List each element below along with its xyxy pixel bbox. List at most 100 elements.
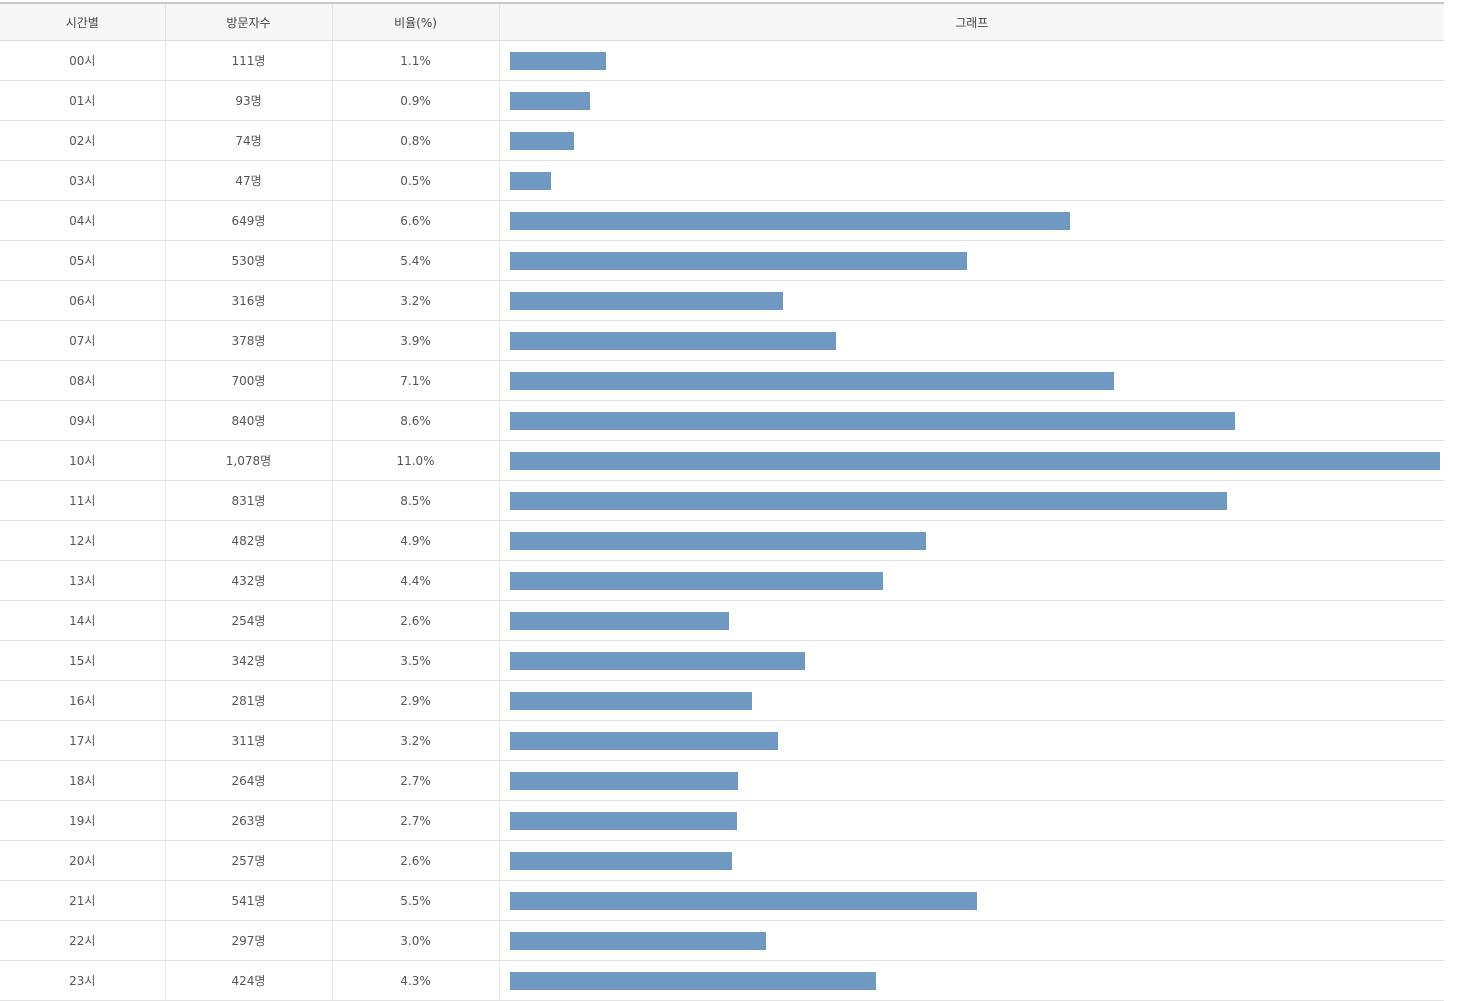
time-cell: 03시 <box>0 160 166 201</box>
visitor-bar <box>509 851 732 870</box>
visitor-bar <box>509 971 876 990</box>
visitor-count-cell: 264명 <box>165 760 333 801</box>
ratio-cell: 8.6% <box>332 400 500 441</box>
table-row: 06시 316명 3.2% <box>0 280 1444 321</box>
ratio-cell: 4.3% <box>332 960 500 1001</box>
visitor-bar <box>509 491 1227 510</box>
table-row: 13시 432명 4.4% <box>0 560 1444 601</box>
graph-cell <box>499 760 1444 801</box>
time-cell: 04시 <box>0 200 166 241</box>
graph-cell <box>499 520 1444 561</box>
header-ratio: 비율(%) <box>332 3 500 41</box>
visitor-count-cell: 311명 <box>165 720 333 761</box>
visitor-count-cell: 254명 <box>165 600 333 641</box>
table-row: 23시 424명 4.3% <box>0 960 1444 1001</box>
time-cell: 12시 <box>0 520 166 561</box>
visitor-count-cell: 1,078명 <box>165 440 333 481</box>
visitor-bar <box>509 611 729 630</box>
time-cell: 08시 <box>0 360 166 401</box>
graph-cell <box>499 880 1444 921</box>
visitor-count-cell: 297명 <box>165 920 333 961</box>
time-cell: 00시 <box>0 40 166 81</box>
ratio-cell: 3.2% <box>332 720 500 761</box>
visitor-count-cell: 482명 <box>165 520 333 561</box>
table-body: 00시 111명 1.1% 01시 93명 0.9% 02시 74명 0.8% 03시 47명 0.5… <box>0 40 1444 1001</box>
visitor-bar <box>509 291 783 310</box>
table-row: 03시 47명 0.5% <box>0 160 1444 201</box>
graph-cell <box>499 440 1444 481</box>
time-cell: 02시 <box>0 120 166 161</box>
graph-cell <box>499 240 1444 281</box>
graph-cell <box>499 320 1444 361</box>
table-row: 08시 700명 7.1% <box>0 360 1444 401</box>
ratio-cell: 0.5% <box>332 160 500 201</box>
visitor-count-cell: 530명 <box>165 240 333 281</box>
visitor-count-cell: 649명 <box>165 200 333 241</box>
table-row: 02시 74명 0.8% <box>0 120 1444 161</box>
table-row: 15시 342명 3.5% <box>0 640 1444 681</box>
table-row: 18시 264명 2.7% <box>0 760 1444 801</box>
visitor-count-cell: 93명 <box>165 80 333 121</box>
ratio-cell: 3.0% <box>332 920 500 961</box>
ratio-cell: 3.5% <box>332 640 500 681</box>
graph-cell <box>499 960 1444 1001</box>
ratio-cell: 4.9% <box>332 520 500 561</box>
visitor-bar <box>509 731 778 750</box>
graph-cell <box>499 680 1444 721</box>
ratio-cell: 11.0% <box>332 440 500 481</box>
table-header-row: 시간별 방문자수 비율(%) 그래프 <box>0 3 1444 41</box>
visitor-count-cell: 831명 <box>165 480 333 521</box>
ratio-cell: 2.9% <box>332 680 500 721</box>
table-row: 07시 378명 3.9% <box>0 320 1444 361</box>
visitor-bar <box>509 771 738 790</box>
table-row: 14시 254명 2.6% <box>0 600 1444 641</box>
time-cell: 09시 <box>0 400 166 441</box>
graph-cell <box>499 840 1444 881</box>
visitor-bar <box>509 131 574 150</box>
table-row: 01시 93명 0.9% <box>0 80 1444 121</box>
graph-cell <box>499 720 1444 761</box>
visitor-bar <box>509 571 883 590</box>
table-row: 00시 111명 1.1% <box>0 40 1444 81</box>
time-cell: 05시 <box>0 240 166 281</box>
visitor-bar <box>509 931 766 950</box>
visitor-count-cell: 47명 <box>165 160 333 201</box>
time-cell: 15시 <box>0 640 166 681</box>
time-cell: 19시 <box>0 800 166 841</box>
ratio-cell: 2.7% <box>332 760 500 801</box>
visitor-bar <box>509 331 836 350</box>
visitor-count-cell: 342명 <box>165 640 333 681</box>
visitor-count-cell: 257명 <box>165 840 333 881</box>
header-time: 시간별 <box>0 3 166 41</box>
time-cell: 06시 <box>0 280 166 321</box>
visitor-bar <box>509 891 977 910</box>
visitor-count-cell: 74명 <box>165 120 333 161</box>
ratio-cell: 2.6% <box>332 600 500 641</box>
visitor-bar <box>509 451 1440 470</box>
time-cell: 01시 <box>0 80 166 121</box>
visitor-bar <box>509 371 1114 390</box>
visitor-count-cell: 541명 <box>165 880 333 921</box>
graph-cell <box>499 200 1444 241</box>
table-row: 09시 840명 8.6% <box>0 400 1444 441</box>
ratio-cell: 3.9% <box>332 320 500 361</box>
visitor-bar <box>509 691 752 710</box>
ratio-cell: 6.6% <box>332 200 500 241</box>
visitor-bar <box>509 531 926 550</box>
graph-cell <box>499 80 1444 121</box>
graph-cell <box>499 280 1444 321</box>
ratio-cell: 0.9% <box>332 80 500 121</box>
table-row: 05시 530명 5.4% <box>0 240 1444 281</box>
ratio-cell: 3.2% <box>332 280 500 321</box>
time-cell: 22시 <box>0 920 166 961</box>
table-row: 16시 281명 2.9% <box>0 680 1444 721</box>
time-cell: 07시 <box>0 320 166 361</box>
time-cell: 10시 <box>0 440 166 481</box>
visitor-bar <box>509 171 551 190</box>
graph-cell <box>499 920 1444 961</box>
graph-cell <box>499 120 1444 161</box>
header-graph: 그래프 <box>499 3 1444 41</box>
visitor-bar <box>509 811 737 830</box>
visitor-count-cell: 378명 <box>165 320 333 361</box>
